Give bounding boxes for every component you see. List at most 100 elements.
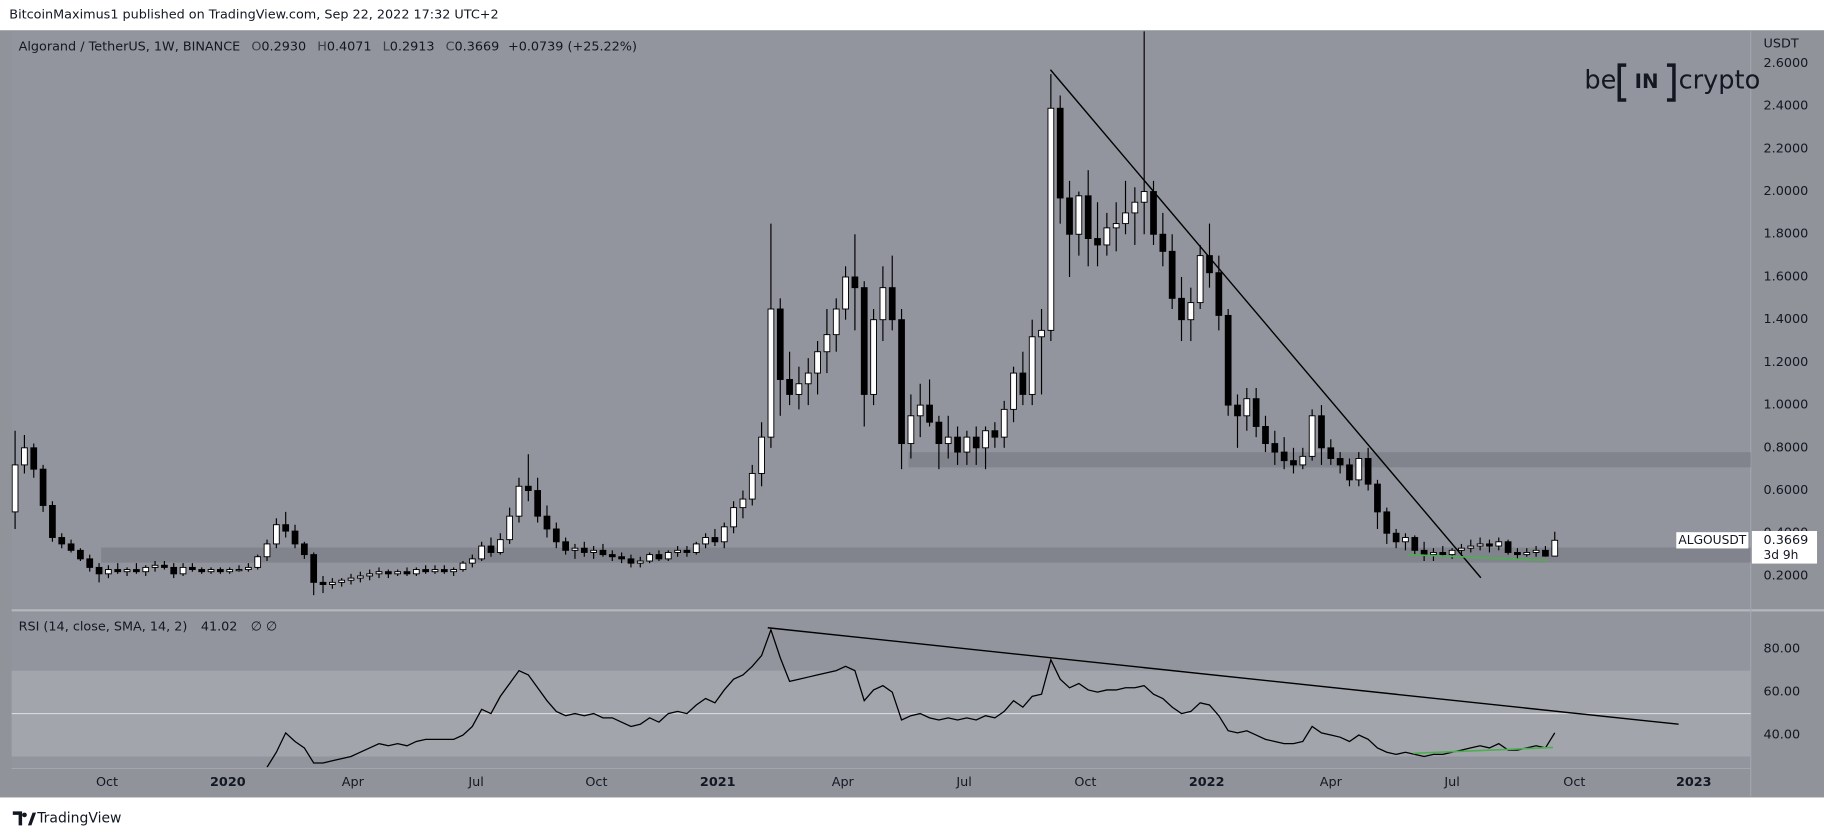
candle-body xyxy=(338,579,346,583)
candle-body xyxy=(1150,191,1157,235)
candle-body xyxy=(674,549,681,553)
candle-body xyxy=(580,547,588,553)
candle-body xyxy=(1495,541,1503,547)
candle-body xyxy=(590,549,597,553)
x-tick-label: Apr xyxy=(832,775,855,790)
footer: TradingView xyxy=(12,810,121,826)
y-tick-label: 1.2000 xyxy=(1764,355,1809,370)
ohlc-value: 0.4071 xyxy=(327,39,372,54)
candle-body xyxy=(254,556,262,568)
candle-body xyxy=(888,287,896,321)
candle-body xyxy=(786,379,793,395)
candle-body xyxy=(95,566,103,575)
candle-body xyxy=(1131,201,1139,214)
candle-body xyxy=(1038,329,1045,338)
footer-text: TradingView xyxy=(36,810,121,826)
candle-body xyxy=(627,558,635,564)
candle-body xyxy=(450,569,458,573)
y-tick-label: 80.00 xyxy=(1764,642,1801,657)
candle-body xyxy=(1206,255,1213,274)
candle-body xyxy=(189,566,196,571)
rsi-layer xyxy=(266,627,1556,768)
y-tick-label: 1.6000 xyxy=(1764,269,1809,284)
support-line xyxy=(1407,553,1548,562)
candle-body xyxy=(291,530,299,545)
candle-body xyxy=(161,564,168,568)
logo-text: IN xyxy=(1635,70,1659,93)
candle-body xyxy=(226,569,234,573)
x-tick-label: 2023 xyxy=(1676,775,1712,790)
y-tick-label: 1.4000 xyxy=(1764,312,1809,327)
candle-body xyxy=(1346,464,1353,481)
candle-body xyxy=(646,554,653,562)
candle-body xyxy=(1523,551,1531,556)
candle-body xyxy=(767,308,775,438)
y-tick-label: 1.8000 xyxy=(1764,227,1809,242)
candle-body xyxy=(58,537,66,545)
candle-body xyxy=(198,569,206,573)
price-tag-symbol: ALGOUSDT xyxy=(1678,533,1746,547)
x-tick-label: 2022 xyxy=(1189,775,1225,790)
rsi-background-layer xyxy=(11,670,1751,757)
candle-body xyxy=(217,569,224,573)
candle-body xyxy=(403,571,411,575)
y-tick-label: 2.2000 xyxy=(1764,141,1809,156)
candle-body xyxy=(683,549,691,553)
y-tick-label: 1.0000 xyxy=(1764,398,1809,413)
candle-body xyxy=(935,421,943,445)
published-note: BitcoinMaximus1 published on TradingView… xyxy=(9,8,498,23)
candle-body xyxy=(319,581,327,585)
candle-body xyxy=(1392,532,1400,543)
ohlc-value: 0.2930 xyxy=(261,39,306,54)
candle-body xyxy=(1280,451,1288,462)
candle-body xyxy=(1420,549,1428,556)
candle-body xyxy=(49,505,56,538)
candle-body xyxy=(375,571,383,575)
resistance-zone xyxy=(908,452,1751,468)
candle-body xyxy=(608,554,616,558)
rsi-trendline xyxy=(767,627,1679,725)
symbol: Algorand / TetherUS, 1W, BINANCE xyxy=(19,39,241,54)
candle-body xyxy=(1056,107,1064,199)
y-tick-label: 60.00 xyxy=(1764,685,1801,700)
candle-body xyxy=(1402,537,1409,543)
candle-body xyxy=(1047,107,1055,331)
candle-body xyxy=(1299,455,1307,466)
candle-body xyxy=(347,577,355,581)
candle-body xyxy=(944,436,952,445)
price-tag-box xyxy=(1751,531,1818,564)
candle-body xyxy=(1430,551,1437,556)
candle-body xyxy=(1159,233,1167,252)
candle-body xyxy=(1364,458,1372,485)
candle-body xyxy=(1196,255,1204,304)
candle-body xyxy=(1514,551,1521,556)
y-tick-label: 0.6000 xyxy=(1764,483,1809,498)
candle-body xyxy=(1542,549,1549,557)
candle-body xyxy=(926,404,933,423)
rsi-line xyxy=(266,627,1556,768)
candle-body xyxy=(916,404,924,417)
candle-body xyxy=(1252,398,1260,427)
x-tick-label: Oct xyxy=(585,775,607,790)
candle-body xyxy=(328,581,336,585)
candle-body xyxy=(142,566,150,573)
candle-body xyxy=(207,569,215,573)
candle-body xyxy=(123,569,131,573)
logo-bracket xyxy=(1617,63,1676,102)
footer-logo xyxy=(12,811,37,826)
candle-body xyxy=(748,472,756,500)
axis-layer: 0.20000.40000.60000.80001.00001.20001.40… xyxy=(96,56,1818,790)
candle-body xyxy=(1094,238,1101,246)
candle-body xyxy=(982,430,989,449)
candle-body xyxy=(842,276,849,310)
candle-body xyxy=(1439,551,1447,556)
x-tick-label: 2020 xyxy=(210,775,246,790)
candle-body xyxy=(496,539,504,553)
x-tick-label: Oct xyxy=(1074,775,1096,790)
candle-body xyxy=(1355,458,1363,481)
candle-body xyxy=(105,569,112,575)
candle-body xyxy=(898,319,905,445)
candle-body xyxy=(720,526,728,543)
candle-body xyxy=(730,507,737,528)
candle-body xyxy=(534,490,541,517)
